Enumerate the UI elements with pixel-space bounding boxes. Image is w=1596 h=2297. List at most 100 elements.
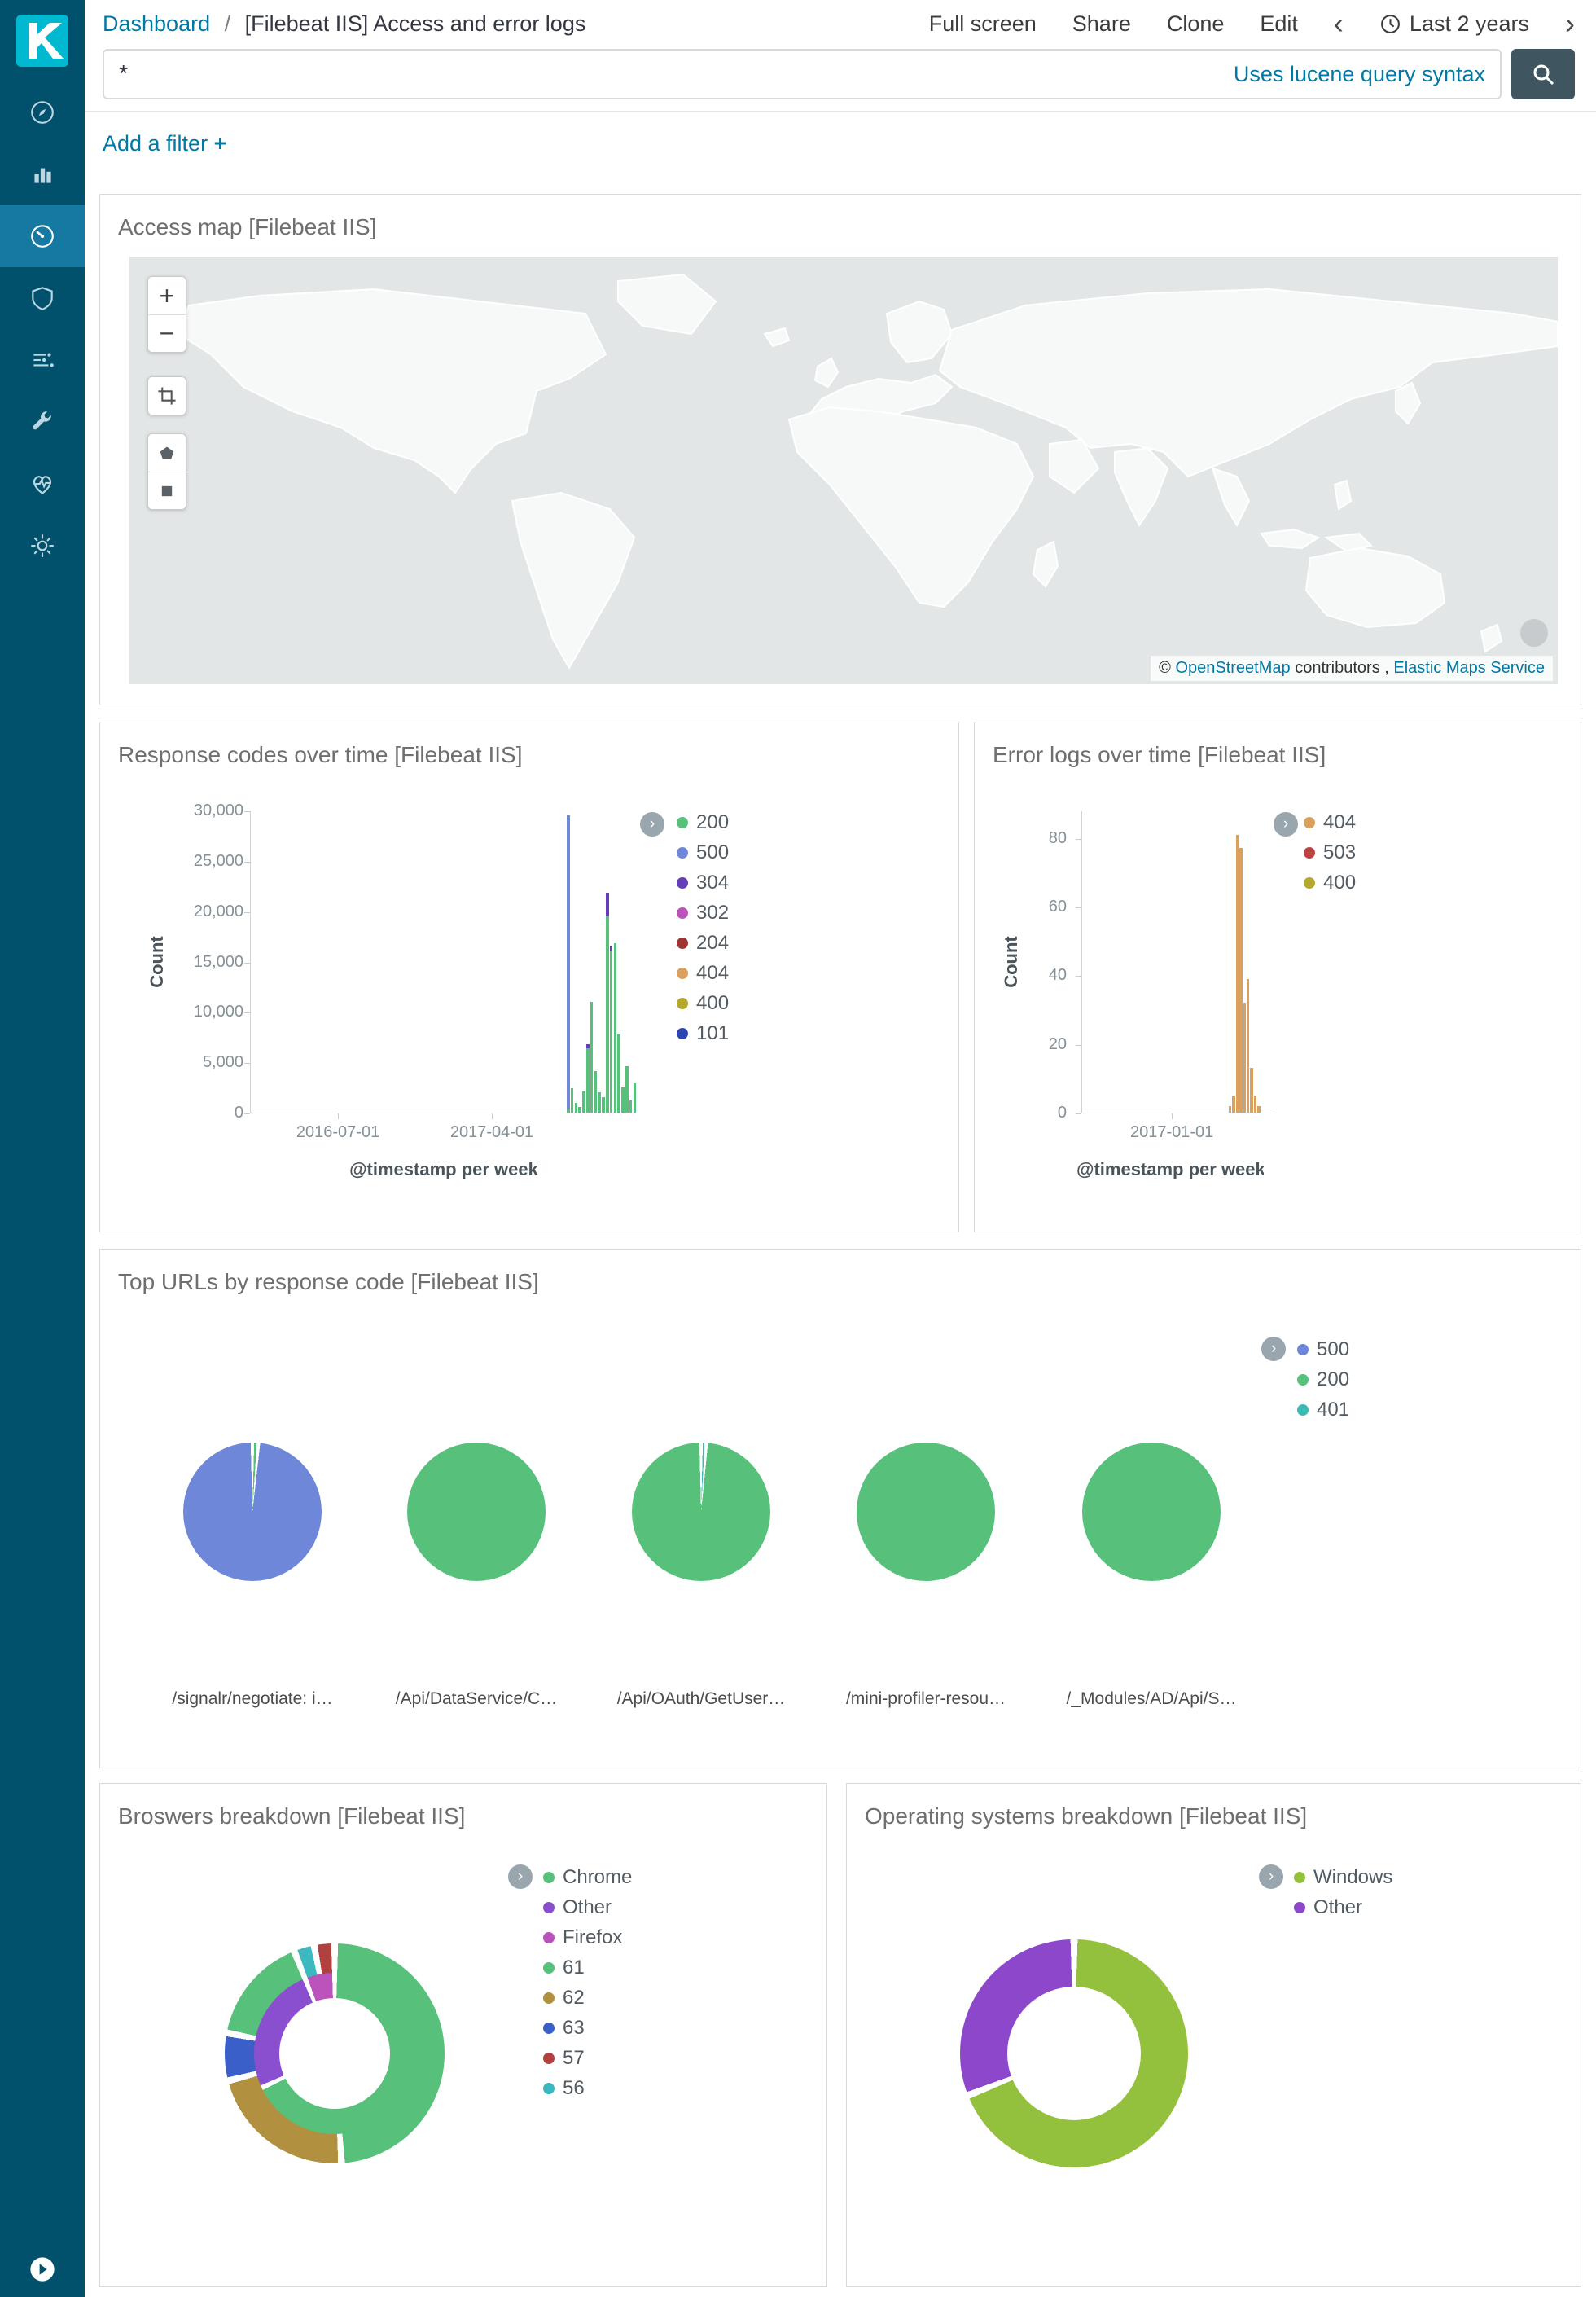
legend-item-61[interactable]: 61 — [543, 1952, 632, 1983]
bar[interactable] — [598, 1092, 601, 1113]
legend-item-204[interactable]: 204 — [677, 928, 729, 958]
legend-item-500[interactable]: 500 — [677, 837, 729, 867]
response-codes-plot[interactable] — [250, 811, 638, 1113]
bar[interactable] — [1243, 1003, 1246, 1113]
bar[interactable] — [613, 943, 617, 1113]
bar[interactable] — [602, 1097, 605, 1113]
time-prev-button[interactable]: ‹ — [1333, 7, 1344, 40]
bar[interactable] — [629, 1100, 633, 1113]
bar[interactable] — [606, 893, 609, 1113]
bar[interactable] — [617, 1034, 620, 1113]
legend-item-101[interactable]: 101 — [677, 1018, 729, 1048]
pie-chart[interactable] — [857, 1443, 995, 1581]
breadcrumb-dashboard-link[interactable]: Dashboard — [103, 11, 211, 36]
share-button[interactable]: Share — [1072, 11, 1131, 36]
query-input[interactable] — [119, 60, 1221, 88]
sidebar-item-discover[interactable] — [0, 81, 85, 143]
bar[interactable] — [1239, 848, 1243, 1113]
sidebar-item-security[interactable] — [0, 267, 85, 329]
legend-item-Chrome[interactable]: Chrome — [543, 1862, 632, 1892]
draw-polygon-button[interactable] — [148, 434, 186, 472]
bar[interactable] — [1247, 978, 1250, 1113]
legend-item-302[interactable]: 302 — [677, 898, 729, 928]
world-map[interactable]: + − — [129, 257, 1558, 684]
x-axis-title: @timestamp per week — [1076, 1159, 1264, 1179]
draw-rectangle-button[interactable] — [148, 472, 186, 509]
sidebar-item-dev-tools[interactable] — [0, 391, 85, 453]
bar[interactable] — [582, 1091, 585, 1113]
full-screen-button[interactable]: Full screen — [928, 11, 1037, 36]
clone-button[interactable]: Clone — [1166, 11, 1225, 36]
sidebar-item-management[interactable] — [0, 515, 85, 577]
sidebar-item-dashboard[interactable] — [0, 205, 85, 267]
legend-item-400[interactable]: 400 — [677, 988, 729, 1018]
legend-item-56[interactable]: 56 — [543, 2073, 632, 2103]
bar[interactable] — [1250, 1068, 1253, 1113]
bar[interactable] — [574, 1102, 578, 1113]
bar[interactable] — [1253, 1095, 1257, 1113]
error-logs-plot[interactable] — [1081, 811, 1272, 1113]
os-donut-chart[interactable] — [960, 1939, 1188, 2167]
legend-item-401[interactable]: 401 — [1297, 1394, 1349, 1425]
legend-item-62[interactable]: 62 — [543, 1983, 632, 2013]
bar[interactable] — [1232, 1095, 1235, 1113]
crop-tool-button[interactable] — [148, 377, 186, 415]
legend-item-503[interactable]: 503 — [1304, 837, 1356, 867]
legend-item-500[interactable]: 500 — [1297, 1334, 1349, 1364]
bar[interactable] — [586, 1043, 590, 1113]
legend-item-304[interactable]: 304 — [677, 867, 729, 898]
bar[interactable] — [1229, 1105, 1232, 1113]
legend-item-63[interactable]: 63 — [543, 2013, 632, 2043]
bar[interactable] — [578, 1106, 581, 1113]
legend-item-404[interactable]: 404 — [677, 958, 729, 988]
pie-chart[interactable] — [407, 1443, 546, 1581]
legend-item-Other[interactable]: Other — [1294, 1892, 1392, 1922]
zoom-out-button[interactable]: − — [148, 314, 186, 352]
legend-item-200[interactable]: 200 — [677, 807, 729, 837]
kibana-logo[interactable] — [0, 0, 85, 81]
legend-toggle-button[interactable]: › — [1261, 1337, 1286, 1361]
bar-segment-404 — [1243, 1003, 1246, 1113]
legend-toggle-button[interactable]: › — [508, 1864, 533, 1889]
sidebar-item-timelion[interactable] — [0, 329, 85, 391]
openstreetmap-link[interactable]: OpenStreetMap — [1175, 659, 1291, 677]
bar[interactable] — [594, 1071, 598, 1113]
legend-item-57[interactable]: 57 — [543, 2043, 632, 2073]
legend-toggle-button[interactable]: › — [1274, 812, 1298, 837]
time-picker[interactable]: Last 2 years — [1379, 11, 1529, 37]
bar[interactable] — [567, 815, 570, 1113]
legend-item-200[interactable]: 200 — [1297, 1364, 1349, 1394]
lucene-syntax-link[interactable]: Uses lucene query syntax — [1233, 61, 1485, 86]
pie-chart[interactable] — [183, 1443, 322, 1581]
bar[interactable] — [1235, 834, 1239, 1113]
elastic-maps-link[interactable]: Elastic Maps Service — [1393, 659, 1545, 677]
legend-item-400[interactable]: 400 — [1304, 867, 1356, 898]
edit-button[interactable]: Edit — [1260, 11, 1298, 36]
search-button[interactable] — [1511, 49, 1575, 99]
legend-item-Windows[interactable]: Windows — [1294, 1862, 1392, 1892]
sidebar-collapse-button[interactable] — [0, 2255, 85, 2284]
bar[interactable] — [590, 1001, 594, 1113]
browsers-donut-chart[interactable] — [225, 1943, 445, 2163]
map-attribution-toggle[interactable] — [1520, 619, 1548, 647]
bar[interactable] — [625, 1066, 629, 1113]
zoom-in-button[interactable]: + — [148, 277, 186, 314]
bar[interactable] — [1257, 1105, 1261, 1113]
pie-chart[interactable] — [1082, 1443, 1221, 1581]
bar[interactable] — [621, 1087, 625, 1113]
bar[interactable] — [633, 1083, 637, 1113]
legend-item-Firefox[interactable]: Firefox — [543, 1922, 632, 1952]
sidebar-item-monitoring[interactable] — [0, 453, 85, 515]
add-filter-link[interactable]: Add a filter + — [103, 131, 226, 156]
map-draw-controls — [147, 433, 186, 510]
sidebar-item-visualize[interactable] — [0, 143, 85, 205]
pie-chart[interactable] — [632, 1443, 770, 1581]
legend-toggle-button[interactable]: › — [1259, 1864, 1283, 1889]
bar[interactable] — [570, 1088, 574, 1113]
time-next-button[interactable]: › — [1565, 7, 1575, 40]
legend-dot — [1294, 1871, 1305, 1883]
legend-item-Other[interactable]: Other — [543, 1892, 632, 1922]
legend-item-404[interactable]: 404 — [1304, 807, 1356, 837]
legend-toggle-button[interactable]: › — [640, 812, 664, 837]
bar[interactable] — [609, 945, 613, 1113]
